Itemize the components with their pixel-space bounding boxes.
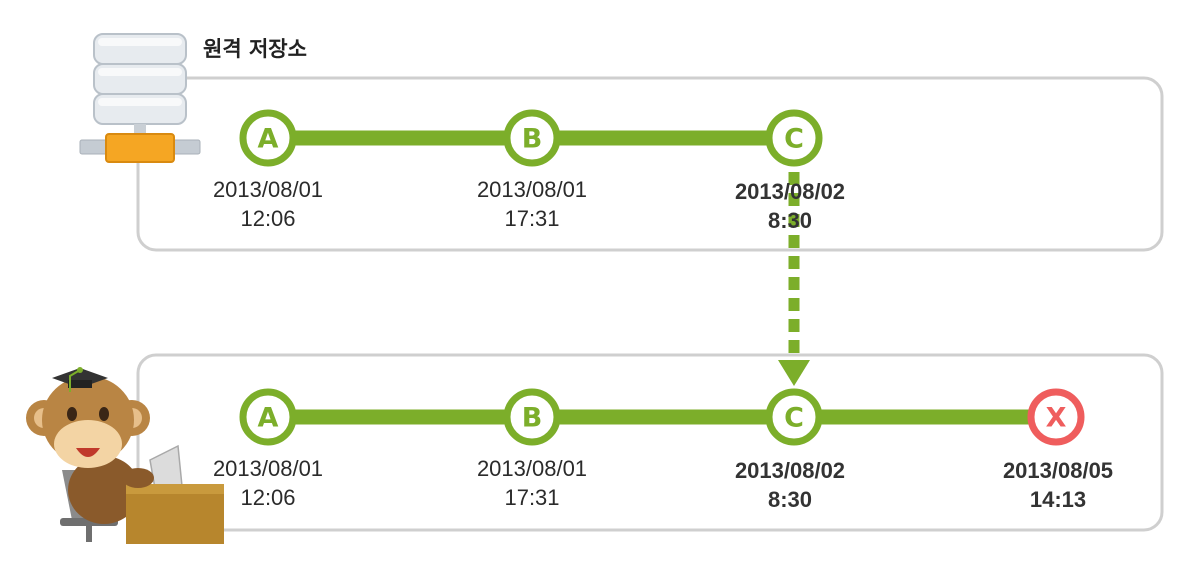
monkey-developer-icon [26, 367, 224, 544]
remote-commit-A-date: 2013/08/01 [213, 177, 323, 202]
local-commit-X-label: X [1046, 403, 1067, 434]
local-commit-A-time: 12:06 [240, 485, 295, 510]
remote-repo-title: 원격 저장소 [203, 37, 307, 61]
local-commit-B-time: 17:31 [504, 485, 559, 510]
remote-commit-A-label: A [258, 124, 279, 155]
remote-commit-B-date: 2013/08/01 [477, 177, 587, 202]
remote-commit-B-label: B [522, 124, 543, 155]
local-commit-A-date: 2013/08/01 [213, 456, 323, 481]
local-commit-A: A 2013/08/01 12:06 [213, 388, 323, 510]
local-commit-X-date: 2013/08/05 [1003, 458, 1113, 483]
server-icon [79, 33, 201, 163]
local-commit-C-date: 2013/08/02 [735, 458, 845, 483]
remote-repo-box [136, 76, 1164, 252]
remote-commit-B: B 2013/08/01 17:31 [477, 109, 587, 231]
remote-commit-C: C 2013/08/02 8:30 [735, 109, 845, 233]
remote-commit-B-time: 17:31 [504, 206, 559, 231]
local-commit-C-time: 8:30 [768, 487, 812, 512]
local-commit-A-label: A [258, 403, 279, 434]
local-repo-box [136, 353, 1164, 532]
remote-commit-A: A 2013/08/01 12:06 [213, 109, 323, 231]
remote-commit-C-date: 2013/08/02 [735, 179, 845, 204]
local-commit-B-date: 2013/08/01 [477, 456, 587, 481]
local-commit-C-label: C [784, 403, 804, 434]
local-commit-X: X 2013/08/05 14:13 [1003, 388, 1113, 512]
local-commit-X-time: 14:13 [1030, 487, 1086, 512]
remote-commit-C-label: C [784, 124, 804, 155]
push-arrow-head [778, 360, 810, 386]
remote-commit-A-time: 12:06 [240, 206, 295, 231]
local-commit-B-label: B [522, 403, 543, 434]
local-commit-C: C 2013/08/02 8:30 [735, 388, 845, 512]
local-commit-B: B 2013/08/01 17:31 [477, 388, 587, 510]
remote-commit-C-time: 8:30 [768, 208, 812, 233]
